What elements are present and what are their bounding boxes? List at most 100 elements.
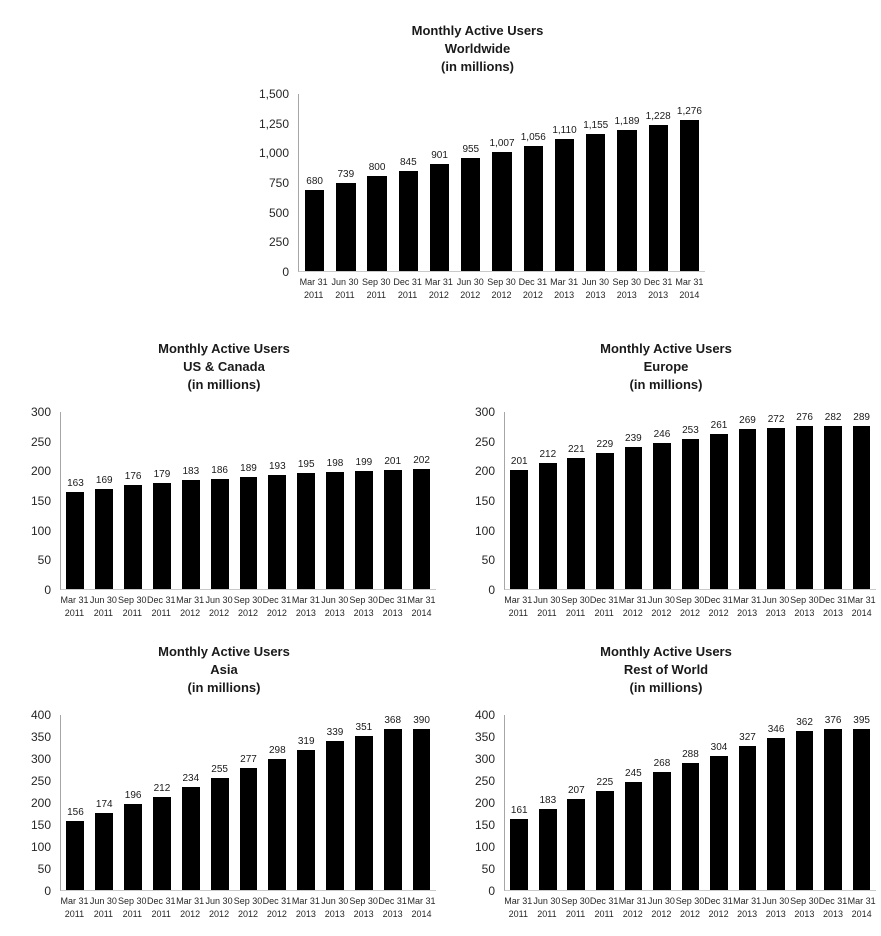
bar-slot: 1,007: [486, 94, 517, 271]
bar-value-label: 304: [710, 742, 728, 754]
bar: [95, 488, 114, 589]
x-axis-label: Jun 30 2013: [762, 896, 790, 919]
bar: [538, 809, 557, 890]
bar: [767, 427, 785, 589]
bar: [852, 426, 871, 589]
x-axis: Mar 31 2011 Jun 30 2011 Sep 30 2011 Dec 31 2011…: [504, 895, 876, 921]
x-axis-label: Mar 31 2012: [618, 896, 647, 919]
bar-value-label: 376: [824, 715, 842, 726]
chart-title: Monthly Active Users Rest of World (in m…: [456, 643, 876, 697]
bar-value-label: 253: [682, 424, 699, 436]
bar: [795, 730, 814, 890]
bar-slot: 376: [819, 715, 848, 890]
bar-value-label: 183: [539, 795, 557, 807]
chart-title-line: Europe: [643, 359, 689, 374]
chart-title-line: Monthly Active Users: [158, 644, 290, 659]
bar-value-label: 198: [326, 457, 344, 469]
x-axis-label: Mar 31 2012: [424, 277, 453, 300]
x-axis-label: Jun 30 2011: [533, 595, 561, 618]
y-axis-tick-label: 350: [474, 730, 495, 744]
bar-value-label: 680: [306, 176, 323, 188]
x-axis: Mar 31 2011 Jun 30 2011 Sep 30 2011 Dec 31 2011…: [504, 594, 876, 620]
bar-value-label: 289: [853, 412, 870, 423]
bar-value-label: 368: [384, 715, 402, 726]
bar: [239, 476, 258, 589]
x-axis-label: Mar 31 2014: [847, 896, 876, 919]
bar: [326, 471, 344, 589]
bar: [124, 803, 143, 890]
x-axis-label: Mar 31 2011: [60, 896, 89, 919]
y-axis-tick-label: 250: [268, 235, 289, 250]
bar-slot: 174: [90, 715, 119, 890]
bar-value-label: 199: [355, 456, 373, 468]
y-axis-tick-label: 150: [474, 818, 495, 832]
y-axis: 300 250 200 150 100 50 0: [12, 405, 60, 597]
bar: [383, 469, 402, 589]
x-axis-label: Mar 31 2012: [618, 595, 647, 618]
bar-slot: 239: [619, 412, 648, 589]
y-axis-tick-label: 50: [37, 553, 51, 568]
x-axis-label: Mar 31 2014: [407, 595, 436, 618]
x-axis-label: Mar 31 2011: [504, 896, 533, 919]
bar-value-label: 195: [297, 459, 315, 471]
x-axis-label: Mar 31 2013: [291, 595, 320, 618]
x-axis-label: Jun 30 2013: [321, 896, 349, 919]
y-axis: 400 350 300 250 200 150 100 50 0: [456, 708, 504, 898]
bar-value-label: 169: [95, 474, 113, 486]
bar-slot: 183: [534, 715, 563, 890]
bar-slot: 395: [847, 715, 876, 890]
bar-slot: 186: [205, 412, 234, 589]
y-axis: 300 250 200 150 100 50 0: [456, 405, 504, 597]
bar: [398, 170, 418, 271]
bar-slot: 201: [378, 412, 407, 589]
x-axis-label: Dec 31 2011: [393, 277, 422, 300]
x-axis-label: Sep 30 2011: [561, 896, 590, 919]
y-axis-tick-label: 1,250: [258, 116, 289, 131]
x-axis-label: Dec 31 2012: [518, 277, 548, 300]
bar: [66, 492, 85, 589]
bar: [624, 447, 643, 589]
bar-value-label: 1,007: [489, 137, 515, 149]
y-axis-tick-label: 300: [474, 405, 495, 419]
bar: [824, 426, 842, 589]
bar-value-label: 390: [413, 715, 430, 726]
bar-value-label: 268: [653, 758, 671, 770]
x-axis-label: Jun 30 2011: [533, 896, 561, 919]
bar: [297, 473, 316, 589]
bar: [153, 796, 171, 890]
plot-wrap: 201 212 221 229 239 246 253 261 269 272 276 282 289 …: [504, 412, 876, 620]
x-axis-label: Dec 31 2012: [262, 595, 292, 618]
chart-area: 1,500 1,250 1,000 750 500 250 0 680 739 800 845 90…: [250, 87, 705, 302]
bar-value-label: 955: [462, 143, 480, 155]
bar-value-label: 339: [326, 726, 344, 738]
y-axis: 400 350 300 250 200 150 100 50 0: [12, 708, 60, 898]
bar-slot: 1,189: [611, 94, 642, 271]
chart-title-line: Monthly Active Users: [158, 341, 290, 356]
y-axis-tick-label: 400: [30, 708, 51, 722]
bar-slot: 176: [119, 412, 148, 589]
bar: [268, 474, 287, 589]
bar-value-label: 1,056: [520, 131, 546, 143]
x-axis-label: Mar 31 2014: [847, 595, 876, 618]
x-axis-label: Sep 30 2013: [790, 595, 819, 618]
bar: [367, 176, 387, 271]
bar-value-label: 351: [355, 721, 373, 733]
bar-slot: 368: [378, 715, 407, 890]
plot-wrap: 680 739 800 845 901 955 1,007 1,056 1,110 1,155 1,…: [298, 94, 705, 302]
bar: [268, 758, 287, 890]
bar-slot: 269: [733, 412, 762, 589]
bar-slot: 362: [790, 715, 819, 890]
plot-area: 201 212 221 229 239 246 253 261 269 272 276 282 289: [504, 412, 876, 590]
bar-slot: 196: [119, 715, 148, 890]
y-axis-tick-label: 0: [44, 884, 51, 898]
bar-slot: 304: [705, 715, 734, 890]
x-axis-label: Mar 31 2012: [176, 595, 205, 618]
bar-slot: 207: [562, 715, 591, 890]
bar-slot: 339: [321, 715, 350, 890]
bar: [738, 429, 757, 589]
bar: [429, 164, 450, 271]
bar-value-label: 327: [739, 732, 756, 744]
x-axis-label: Mar 31 2011: [299, 277, 328, 300]
x-axis-label: Jun 30 2012: [647, 595, 675, 618]
bar-value-label: 1,110: [552, 125, 577, 137]
